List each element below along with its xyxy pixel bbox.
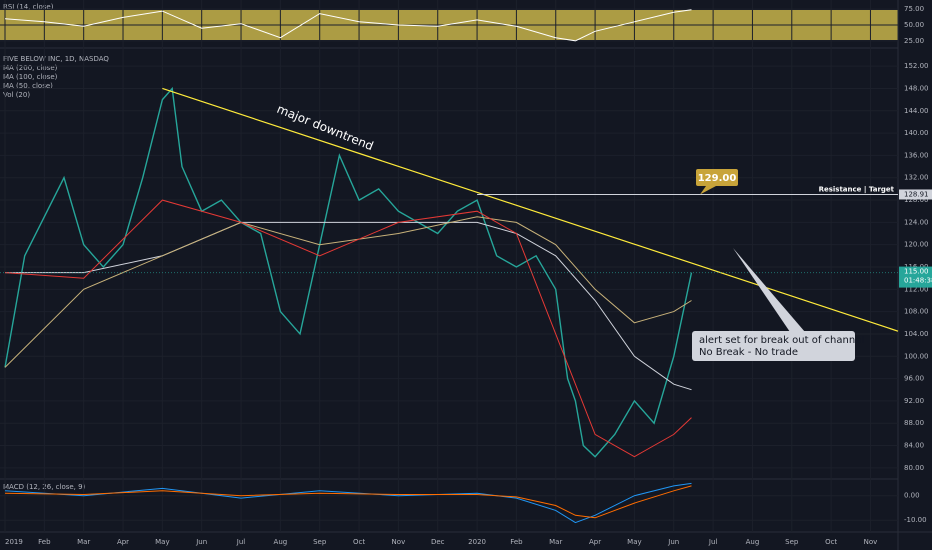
x-tick-label: 2020 <box>468 538 486 546</box>
x-tick-label: Jun <box>667 538 679 546</box>
x-tick-label: Jul <box>708 538 718 546</box>
y-tick-label: 112.00 <box>904 285 929 293</box>
axis-tag <box>899 266 932 288</box>
y-tick-label: 148.00 <box>904 84 929 92</box>
series-line <box>4 9 692 42</box>
x-tick-label: Mar <box>77 538 90 546</box>
last-price-label: 115.00 <box>904 268 929 276</box>
x-tick-label: Jul <box>236 538 246 546</box>
resistance-text: Resistance | Target <box>819 185 895 194</box>
y-tick-label: 25.00 <box>904 37 924 45</box>
series-line <box>4 485 692 519</box>
series-line <box>4 216 692 368</box>
series-line <box>4 86 693 458</box>
x-tick-label: Oct <box>353 538 365 546</box>
x-tick-label: Apr <box>589 538 601 546</box>
trendline <box>162 87 899 332</box>
x-tick-label: Aug <box>746 538 760 546</box>
x-tick-label: Apr <box>117 538 129 546</box>
y-tick-label: 152.00 <box>904 62 929 70</box>
axis-tag-label: 128.91 <box>904 190 929 198</box>
y-tick-label: 80.00 <box>904 464 924 472</box>
y-tick-label: 88.00 <box>904 419 924 427</box>
legend-entry: MA (50, close) <box>3 82 53 90</box>
y-tick-label: 0.00 <box>904 492 920 500</box>
x-tick-label: Feb <box>510 538 523 546</box>
y-tick-label: 124.00 <box>904 218 929 226</box>
annotation: alert set for break out of channel <box>699 335 864 346</box>
x-tick-label: Sep <box>785 538 799 546</box>
y-tick-label: 144.00 <box>904 107 929 115</box>
x-tick-label: Oct <box>825 538 837 546</box>
price-callout-label: 129.00 <box>698 173 737 184</box>
rsi-title: RSI (14, close) <box>3 3 54 11</box>
axis-tag <box>899 189 932 200</box>
y-tick-label: 50.00 <box>904 21 924 29</box>
callout-pointer <box>700 186 716 195</box>
x-tick-label: Feb <box>38 538 51 546</box>
legend-entry: MA (200, close) <box>3 64 58 72</box>
y-tick-label: 84.00 <box>904 442 924 450</box>
x-tick-label: 2019 <box>5 538 23 546</box>
y-tick-label: 132.00 <box>904 174 929 182</box>
series-line <box>4 199 692 458</box>
y-tick-label: 92.00 <box>904 397 924 405</box>
x-tick-label: May <box>627 538 641 546</box>
x-tick-label: Nov <box>392 538 406 546</box>
y-tick-label: 100.00 <box>904 352 929 360</box>
y-tick-label: 75.00 <box>904 5 924 13</box>
x-tick-label: Aug <box>274 538 288 546</box>
x-tick-label: Mar <box>549 538 562 546</box>
x-tick-label: Nov <box>864 538 878 546</box>
y-tick-label: -10.00 <box>904 516 927 524</box>
volume-title: Vol (20) <box>3 91 30 99</box>
countdown: 01:48:38 <box>904 277 932 285</box>
x-tick-label: Sep <box>313 538 327 546</box>
annotation: No Break - No trade <box>699 347 798 358</box>
callout-pointer <box>733 248 805 332</box>
y-tick-label: 128.00 <box>904 196 929 204</box>
y-tick-label: 120.00 <box>904 241 929 249</box>
y-tick-label: 136.00 <box>904 151 929 159</box>
y-tick-label: 140.00 <box>904 129 929 137</box>
x-tick-label: Dec <box>431 538 445 546</box>
x-tick-label: Jun <box>195 538 207 546</box>
y-tick-label: 104.00 <box>904 330 929 338</box>
y-tick-label: 96.00 <box>904 375 924 383</box>
x-tick-label: May <box>155 538 169 546</box>
price-callout <box>696 169 738 186</box>
y-tick-label: 108.00 <box>904 308 929 316</box>
note-box <box>692 331 855 361</box>
price-title: FIVE BELOW INC, 1D, NASDAQ <box>3 55 109 63</box>
legend-entry: MA (100, close) <box>3 73 58 81</box>
